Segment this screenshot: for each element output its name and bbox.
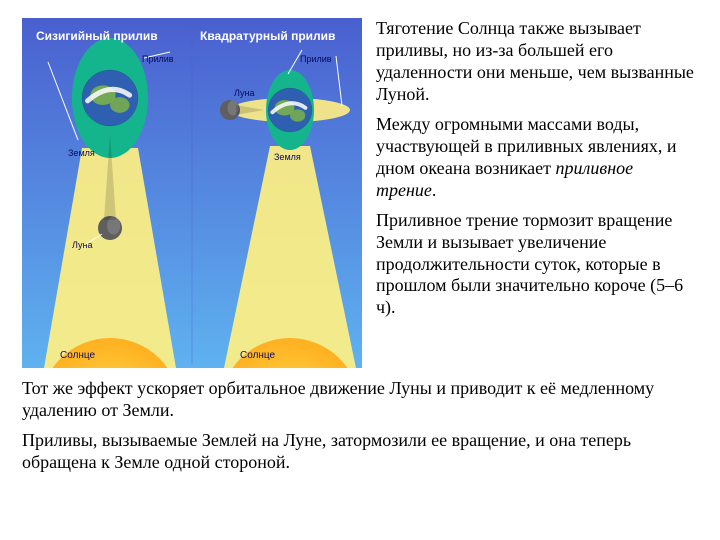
paragraph-day-length: Приливное трение тормозит вращение Земли… [376,210,698,320]
top-row: Сизигийный прилив Прилив Земля Луна Солнце Кв… [22,18,698,368]
svg-text:Сизигийный прилив: Сизигийный прилив [36,29,158,43]
svg-text:Земля: Земля [274,152,301,162]
svg-text:Квадратурный прилив: Квадратурный прилив [200,29,335,43]
page: Сизигийный прилив Прилив Земля Луна Солнце Кв… [0,0,720,540]
svg-text:Луна: Луна [234,88,254,98]
tide-svg: Сизигийный прилив Прилив Земля Луна Солнце Кв… [22,18,362,368]
tide-figure: Сизигийный прилив Прилив Земля Луна Солнце Кв… [22,18,362,368]
bottom-column: Тот же эффект ускоряет орбитальное движе… [22,378,698,474]
right-column: Тяготение Солнца также вызывает приливы,… [376,18,698,368]
svg-text:Солнце: Солнце [60,350,96,361]
svg-text:Прилив: Прилив [300,54,332,64]
paragraph-moon-locked: Приливы, вызываемые Землей на Луне, зато… [22,430,698,474]
svg-text:Прилив: Прилив [142,54,174,64]
svg-text:Земля: Земля [68,148,95,158]
friction-text-b: . [432,180,437,200]
svg-text:Солнце: Солнце [240,350,276,361]
paragraph-sun-tide: Тяготение Солнца также вызывает приливы,… [376,18,698,106]
paragraph-moon-orbit: Тот же эффект ускоряет орбитальное движе… [22,378,698,422]
paragraph-friction: Между огромными массами воды, участвующе… [376,114,698,202]
